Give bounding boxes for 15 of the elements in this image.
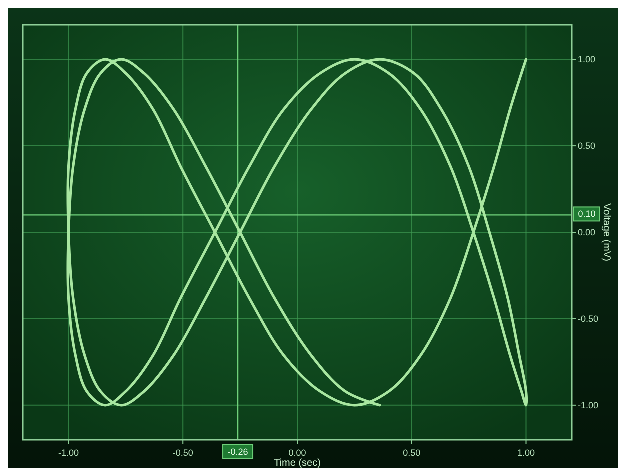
x-tick-label: 0.00 — [288, 448, 306, 458]
x-tick-label: -0.50 — [172, 448, 194, 458]
y-tick-label: 0.00 — [578, 228, 596, 238]
y-axis-title: Voltage (mV) — [601, 204, 612, 262]
x-tick-label: 0.50 — [403, 448, 421, 458]
x-tick-label: 1.00 — [517, 448, 536, 458]
y-tick-label: -0.50 — [578, 314, 599, 324]
ref-line-label: 0.10 — [578, 209, 596, 220]
ref-line-label: -0.26 — [228, 447, 248, 457]
y-tick-label: 1.00 — [578, 54, 596, 65]
x-axis-title: Time (sec) — [274, 458, 321, 469]
line-series — [66, 58, 528, 407]
y-tick-label: -1.00 — [578, 400, 599, 410]
y-tick-label: 0.50 — [578, 141, 596, 152]
x-tick-label: -1.00 — [58, 448, 80, 458]
